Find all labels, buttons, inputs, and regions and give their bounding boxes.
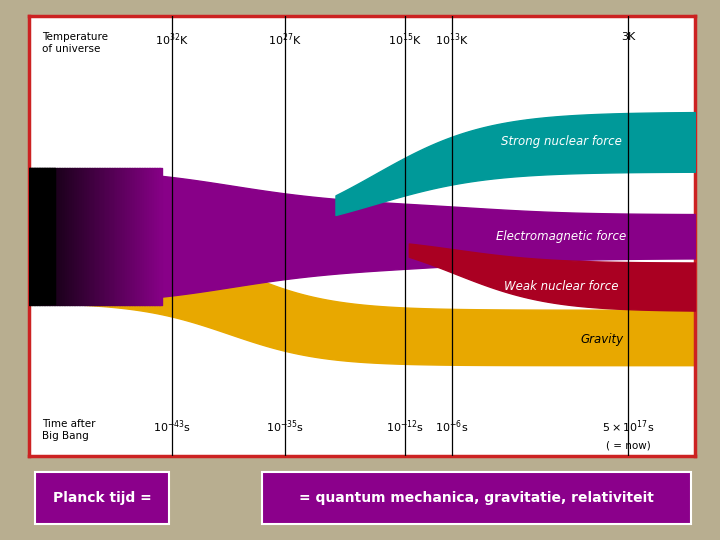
Text: $10^{13}$K: $10^{13}$K — [435, 32, 469, 48]
Text: Time after
Big Bang: Time after Big Bang — [42, 419, 96, 441]
Text: Weak nuclear force: Weak nuclear force — [504, 280, 619, 293]
Text: $10^{15}$K: $10^{15}$K — [388, 32, 422, 48]
Text: Gravity: Gravity — [580, 333, 623, 346]
Text: $10^{-43}$s: $10^{-43}$s — [153, 419, 191, 435]
Text: $10^{32}$K: $10^{32}$K — [155, 32, 189, 48]
FancyBboxPatch shape — [35, 472, 168, 524]
Text: $10^{-35}$s: $10^{-35}$s — [266, 419, 305, 435]
Text: 3K: 3K — [621, 32, 635, 42]
Text: Temperature
of universe: Temperature of universe — [42, 32, 108, 54]
Text: Strong nuclear force: Strong nuclear force — [501, 135, 622, 148]
Text: Electromagnetic force: Electromagnetic force — [497, 230, 626, 243]
Text: ( = now): ( = now) — [606, 441, 651, 451]
Text: Planck tijd =: Planck tijd = — [53, 491, 151, 505]
FancyBboxPatch shape — [262, 472, 691, 524]
Text: $10^{-6}$s: $10^{-6}$s — [435, 419, 468, 435]
Text: $10^{27}$K: $10^{27}$K — [269, 32, 302, 48]
Text: $10^{-12}$s: $10^{-12}$s — [386, 419, 424, 435]
Text: = quantum mechanica, gravitatie, relativiteit: = quantum mechanica, gravitatie, relativ… — [299, 491, 654, 505]
Text: $5\times10^{17}$s: $5\times10^{17}$s — [602, 419, 654, 435]
